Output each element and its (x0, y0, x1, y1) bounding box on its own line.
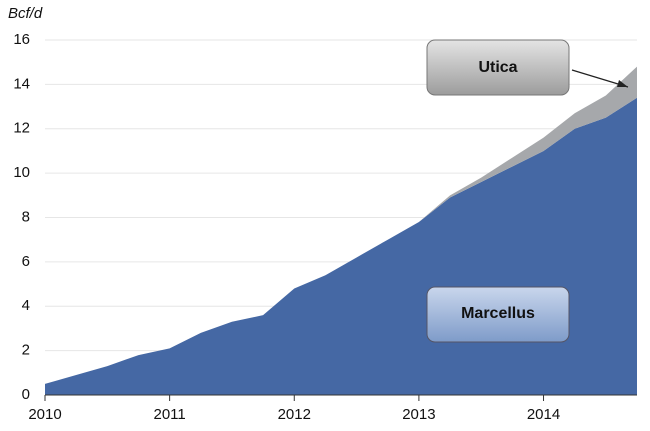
y-tick-label: 2 (22, 342, 30, 359)
y-tick-label: 10 (13, 164, 30, 181)
x-tick-label: 2012 (278, 406, 311, 423)
y-tick-label: 4 (22, 297, 30, 314)
y-tick-label: 8 (22, 208, 30, 225)
y-tick-label: 14 (13, 75, 30, 92)
arrow-head (617, 80, 628, 87)
legend-label: Marcellus (461, 305, 535, 322)
x-tick-label: 2011 (153, 406, 185, 423)
y-axis-label: Bcf/d (8, 5, 43, 22)
marcellus-box (426, 286, 570, 343)
utica-box (426, 39, 570, 96)
x-tick-label: 2010 (28, 406, 61, 423)
y-tick-label: 0 (22, 386, 30, 403)
y-tick-label: 6 (22, 253, 30, 270)
legend-label: Utica (478, 59, 517, 76)
y-tick-label: 16 (13, 31, 30, 48)
x-tick-label: 2014 (527, 406, 560, 423)
y-tick-label: 12 (13, 120, 30, 137)
x-tick-label: 2013 (402, 406, 435, 423)
